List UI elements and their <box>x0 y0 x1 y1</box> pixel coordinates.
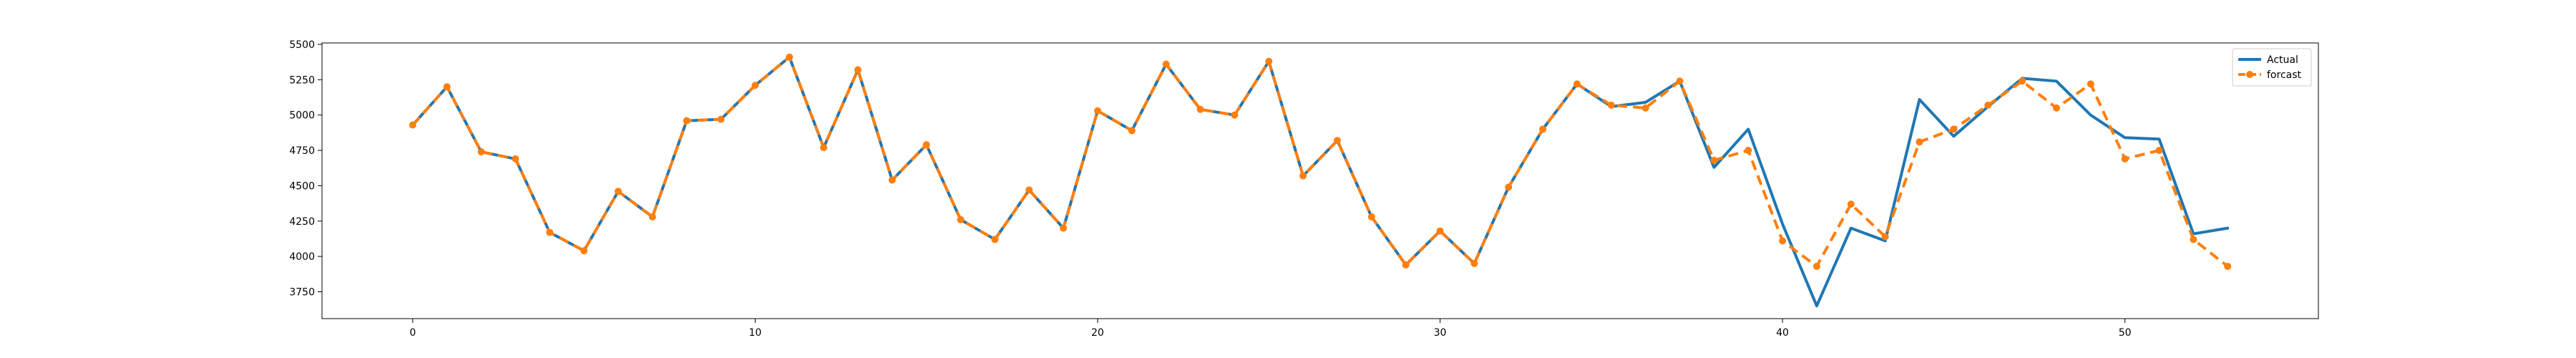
data-point <box>443 83 451 91</box>
data-point <box>991 236 999 243</box>
data-point <box>2052 104 2060 112</box>
data-point <box>1333 137 1341 145</box>
data-point <box>820 144 828 152</box>
data-point <box>786 53 794 61</box>
x-tick-label: 10 <box>748 327 761 339</box>
data-point <box>922 141 930 149</box>
data-point <box>1505 183 1513 191</box>
data-point <box>648 213 656 221</box>
data-point <box>2190 236 2197 243</box>
data-point <box>854 66 862 74</box>
data-point <box>1745 147 1752 155</box>
y-tick-label: 4750 <box>289 145 315 157</box>
x-tick-label: 30 <box>1434 327 1447 339</box>
data-point <box>2155 147 2163 155</box>
data-point <box>546 228 554 236</box>
data-point <box>477 148 485 156</box>
data-point <box>1676 77 1684 85</box>
data-point <box>1813 262 1820 270</box>
data-point <box>409 121 416 129</box>
data-point <box>717 115 725 123</box>
data-point <box>1950 125 1958 133</box>
legend-item-forcast: forcast <box>2238 69 2302 81</box>
data-point <box>1779 237 1787 245</box>
series-layer <box>409 53 2232 308</box>
x-tick-label: 50 <box>2119 327 2132 339</box>
y-tick-label: 3750 <box>289 286 315 298</box>
data-point <box>1265 57 1273 65</box>
data-point <box>957 216 965 223</box>
data-point <box>2019 77 2026 85</box>
data-point <box>580 247 588 255</box>
data-point <box>2121 155 2129 163</box>
data-point <box>1196 105 1204 113</box>
data-point <box>2087 80 2094 88</box>
data-point <box>751 82 759 90</box>
data-point <box>1162 60 1170 68</box>
y-tick-label: 4000 <box>289 251 315 263</box>
y-tick-label: 5000 <box>289 110 315 122</box>
legend-label: forcast <box>2267 69 2302 81</box>
x-tick-label: 40 <box>1776 327 1789 339</box>
data-point <box>1402 261 1410 268</box>
data-point <box>683 117 691 125</box>
data-point <box>1436 227 1444 235</box>
data-point <box>1128 127 1136 135</box>
legend-label: Actual <box>2267 54 2298 66</box>
data-point <box>1710 156 1718 164</box>
y-tick-label: 4250 <box>289 216 315 228</box>
y-tick-label: 5250 <box>289 74 315 86</box>
data-point <box>1470 260 1478 267</box>
plot-area <box>321 42 2319 319</box>
data-point <box>1847 200 1855 208</box>
data-point <box>1299 172 1307 180</box>
data-point <box>1367 213 1375 221</box>
series-forcast <box>409 53 2232 270</box>
legend: Actual forcast <box>2232 48 2312 87</box>
x-tick-label: 0 <box>409 327 416 339</box>
data-point <box>1025 186 1033 194</box>
data-point <box>1093 107 1101 115</box>
data-point <box>1060 224 1068 232</box>
data-point <box>1573 80 1581 88</box>
data-point <box>888 176 896 184</box>
y-tick-label: 4500 <box>289 180 315 192</box>
data-point <box>614 188 622 195</box>
data-point <box>1539 125 1547 133</box>
plot-frame <box>321 42 2319 319</box>
data-point <box>1984 101 1992 109</box>
data-point <box>512 155 519 163</box>
x-tick-label: 20 <box>1091 327 1104 339</box>
legend-marker <box>2246 71 2253 78</box>
y-tick-label: 5500 <box>289 39 315 51</box>
data-point <box>2224 262 2232 270</box>
data-point <box>1916 138 1923 146</box>
data-point <box>1231 111 1239 119</box>
series-line <box>411 55 2229 268</box>
data-point <box>1881 233 1889 241</box>
legend-item-actual: Actual <box>2238 54 2298 66</box>
data-point <box>1641 104 1649 112</box>
data-point <box>1607 101 1615 109</box>
x-axis: 0 10 20 30 40 50 <box>409 319 2132 339</box>
y-axis: 3750 4000 4250 4500 4750 5000 5250 5500 <box>289 39 322 298</box>
